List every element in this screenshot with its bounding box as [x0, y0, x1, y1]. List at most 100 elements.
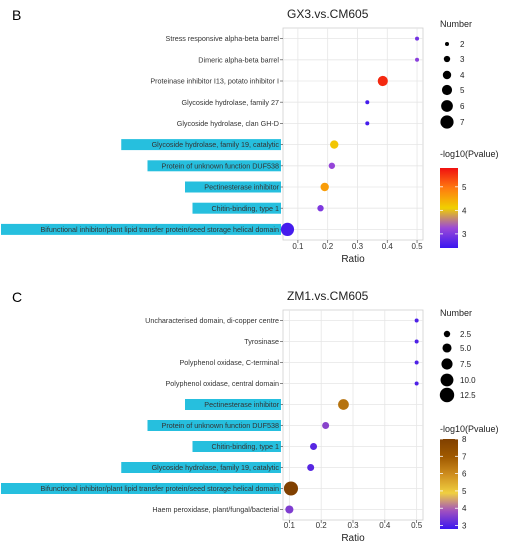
colorbar-label: 4 [462, 206, 467, 215]
size-legend-label: 5 [460, 86, 465, 95]
size-legend-label: 7 [460, 118, 465, 127]
panel-letter: B [12, 7, 21, 23]
category-highlight [1, 223, 281, 235]
x-tick-label: 0.4 [382, 242, 394, 251]
x-tick-label: 0.2 [322, 242, 334, 251]
plot-area [282, 27, 424, 241]
data-point [414, 381, 419, 386]
size-legend-label: 2.5 [460, 330, 472, 339]
category-label: Glycoside hydrolase, family 27 [182, 98, 279, 107]
size-legend-dot [440, 373, 454, 387]
size-legend-dot [443, 55, 451, 63]
colorbar-label: 4 [462, 504, 467, 513]
colorbar-label: 3 [462, 230, 467, 239]
colorbar-label: 5 [462, 183, 467, 192]
x-axis-title: Ratio [341, 533, 365, 544]
data-point [320, 182, 329, 192]
data-point [283, 481, 299, 496]
category-label: Protein of unknown function DUF538 [162, 421, 279, 430]
size-legend-label: 6 [460, 102, 465, 111]
size-legend-title: Number [440, 308, 472, 318]
category-label: Pectinesterase inhibitor [204, 183, 279, 192]
data-point [310, 442, 318, 451]
size-legend-label: 4 [460, 71, 465, 80]
category-label: Glycoside hydrolase, clan GH-D [177, 119, 279, 128]
data-point [415, 57, 420, 62]
colorbar [440, 168, 458, 248]
colorbar-label: 6 [462, 470, 467, 479]
color-legend-title: -log10(Pvalue) [440, 424, 499, 434]
size-legend-dot [439, 387, 455, 403]
data-point [328, 162, 336, 169]
size-legend-dot [442, 70, 452, 80]
panel-letter: C [12, 289, 22, 305]
size-legend-label: 2 [460, 40, 465, 49]
data-point [322, 421, 330, 430]
data-point [280, 222, 295, 236]
data-point [365, 100, 370, 105]
data-point [307, 463, 315, 472]
size-legend-dot [441, 100, 453, 112]
category-highlight [147, 420, 281, 431]
category-label: Dimeric alpha-beta barrel [198, 55, 279, 64]
colorbar-label: 5 [462, 487, 467, 496]
colorbar-label: 7 [462, 452, 467, 461]
size-legend-title: Number [440, 19, 472, 29]
chart-title: GX3.vs.CM605 [287, 7, 369, 21]
category-label: Tyrosinase [244, 337, 279, 346]
x-tick-label: 0.3 [347, 521, 359, 530]
size-legend-label: 5.0 [460, 344, 472, 353]
size-legend-dot [443, 330, 451, 338]
data-point [414, 318, 419, 323]
category-label: Proteinase inhibitor I13, potato inhibit… [150, 77, 279, 86]
data-point [330, 140, 339, 149]
category-highlight [1, 483, 281, 494]
x-axis-title: Ratio [341, 254, 365, 265]
x-tick-label: 0.2 [316, 521, 328, 530]
x-tick-label: 0.3 [352, 242, 364, 251]
x-tick-label: 0.1 [292, 242, 304, 251]
colorbar-label: 3 [462, 522, 467, 531]
x-tick-label: 0.4 [379, 521, 391, 530]
data-point [285, 505, 294, 514]
category-label: Bifunctional inhibitor/plant lipid trans… [40, 225, 279, 234]
category-highlight [192, 441, 281, 452]
x-tick-label: 0.5 [411, 242, 423, 251]
data-point [317, 205, 324, 212]
colorbar-label: 8 [462, 435, 467, 444]
data-point [365, 121, 370, 126]
chart-title: ZM1.vs.CM605 [287, 289, 369, 303]
size-legend-label: 7.5 [460, 360, 472, 369]
data-point [338, 399, 349, 410]
size-legend-label: 10.0 [460, 376, 476, 385]
colorbar [440, 439, 458, 529]
data-point [414, 360, 419, 365]
category-highlight [185, 399, 281, 410]
size-legend-label: 3 [460, 55, 465, 64]
size-legend-dot [441, 358, 453, 370]
category-highlight [147, 160, 281, 172]
category-label: Glycoside hydrolase, family 19, catalyti… [152, 463, 280, 472]
category-label: Chitin-binding, type 1 [211, 204, 279, 213]
category-label: Uncharacterised domain, di-copper centre [145, 316, 279, 325]
category-label: Haem peroxidase, plant/fungal/bacterial [152, 505, 279, 514]
category-label: Stress responsive alpha-beta barrel [166, 34, 280, 43]
category-highlight [121, 139, 281, 151]
category-label: Polyphenol oxidase, C-terminal [180, 358, 280, 367]
category-label: Bifunctional inhibitor/plant lipid trans… [40, 484, 279, 493]
x-tick-label: 0.5 [411, 521, 423, 530]
x-tick-label: 0.1 [284, 521, 296, 530]
category-label: Pectinesterase inhibitor [204, 400, 279, 409]
size-legend-dot [441, 84, 453, 96]
size-legend-dot [442, 343, 452, 353]
size-legend-dot [440, 115, 454, 129]
category-highlight [185, 181, 281, 193]
category-label: Glycoside hydrolase, family 19, catalyti… [152, 140, 280, 149]
size-legend-dot [445, 42, 449, 46]
size-legend-label: 12.5 [460, 391, 476, 400]
color-legend-title: -log10(Pvalue) [440, 149, 499, 159]
data-point [415, 36, 420, 41]
category-highlight [192, 202, 281, 214]
category-label: Chitin-binding, type 1 [211, 442, 279, 451]
